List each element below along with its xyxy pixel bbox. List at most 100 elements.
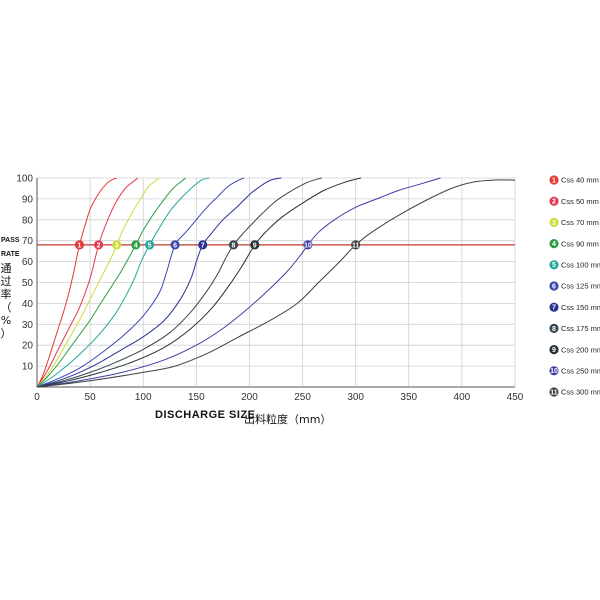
series-marker-5 <box>144 240 155 250</box>
series-lines <box>36 177 516 388</box>
series-line-6 <box>36 177 245 388</box>
y-axis-label-cn-char-5: ） <box>1 327 12 340</box>
series-marker-label-4: 4 <box>134 242 138 249</box>
legend-label-6: Css 125 mm <box>561 282 600 291</box>
x-tick-label-250: 250 <box>294 392 311 403</box>
legend-marker-label-3: 3 <box>552 220 556 227</box>
series-line-8 <box>36 177 322 388</box>
y-tick-label-70: 70 <box>22 236 34 247</box>
legend-marker-3 <box>549 217 559 227</box>
x-tick-label-300: 300 <box>347 392 364 403</box>
series-line-1 <box>36 177 117 388</box>
x-tick-label-100: 100 <box>135 392 152 403</box>
legend-label-4: Css 90 mm <box>561 239 599 248</box>
series-line-2 <box>36 177 139 388</box>
y-tick-label-50: 50 <box>22 278 34 289</box>
legend-marker-4 <box>549 239 559 249</box>
y-tick-label-10: 10 <box>22 362 34 373</box>
x-tick-label-450: 450 <box>507 392 524 403</box>
x-axis-label: DISCHARGE SIZE <box>155 409 256 421</box>
legend-label-3: Css 70 mm <box>561 218 599 227</box>
legend-label-2: Css 50 mm <box>561 197 599 206</box>
legend-marker-label-2: 2 <box>552 199 556 206</box>
x-tick-label-0: 0 <box>34 392 40 403</box>
legend-marker-label-1: 1 <box>552 177 556 184</box>
y-axis-label-cn-char-0: 通 <box>1 262 12 275</box>
axes <box>36 178 515 388</box>
series-line-9 <box>36 177 362 388</box>
series-marker-label-3: 3 <box>115 242 119 249</box>
series-marker-4 <box>131 240 141 250</box>
y-axis-label-cn-char-2: 率 <box>1 287 12 301</box>
legend-marker-10 <box>549 366 559 376</box>
y-tick-label-60: 60 <box>22 257 34 268</box>
tick-labels: 0 50 100 150 200 250 300 350 400 450 10 20 30 40 50 60 7… <box>16 174 523 404</box>
y-axis-label-cn-char-1: 过 <box>1 275 12 288</box>
legend-marker-label-7: 7 <box>552 305 556 312</box>
legend-marker-2 <box>549 196 559 206</box>
series-marker-label-5: 5 <box>148 242 152 249</box>
y-tick-label-40: 40 <box>22 299 34 310</box>
y-axis-label-cn-char-4: % <box>1 314 11 327</box>
legend-marker-7 <box>549 302 559 312</box>
series-marker-10 <box>303 240 313 250</box>
legend-marker-8 <box>549 323 559 333</box>
grid-lines <box>36 177 516 387</box>
y-tick-label-80: 80 <box>22 215 34 226</box>
legend-marker-label-9: 9 <box>552 347 556 354</box>
x-tick-label-400: 400 <box>454 392 471 403</box>
legend-marker-label-10: 10 <box>550 368 558 375</box>
series-line-3 <box>36 177 160 388</box>
series-marker-label-2: 2 <box>97 242 101 249</box>
legend-marker-label-6: 6 <box>552 283 556 290</box>
legend-marker-label-5: 5 <box>552 262 556 269</box>
legend-marker-11 <box>549 387 559 397</box>
series-line-11 <box>36 179 516 388</box>
series-marker-label-7: 7 <box>201 242 205 249</box>
series-marker-2 <box>94 240 104 250</box>
legend-marker-label-4: 4 <box>552 241 556 248</box>
legend-marker-9 <box>549 345 559 355</box>
y-axis-label-cn-char-3: （ <box>1 301 12 314</box>
legend-label-5: Css 100 mm <box>561 261 600 270</box>
legend-marker-1 <box>549 175 559 185</box>
x-tick-label-150: 150 <box>188 392 205 403</box>
series-marker-7 <box>198 240 208 250</box>
x-tick-label-50: 50 <box>85 392 97 403</box>
legend-marker-label-8: 8 <box>552 326 556 333</box>
y-axis-label-cn: 通过率（%） <box>1 262 12 340</box>
series-line-7 <box>36 177 282 388</box>
y-tick-label-30: 30 <box>22 320 34 331</box>
series-marker-9 <box>250 240 260 250</box>
series-marker-8 <box>228 240 239 250</box>
series-line-10 <box>36 177 441 388</box>
legend-marker-label-11: 11 <box>550 389 558 396</box>
x-tick-label-200: 200 <box>241 392 258 403</box>
legend-marker-6 <box>549 281 559 291</box>
y-tick-label-100: 100 <box>16 174 33 185</box>
y-tick-label-20: 20 <box>22 341 34 352</box>
legend-label-7: Css 150 mm <box>561 303 600 312</box>
series-marker-label-8: 8 <box>232 242 236 249</box>
x-tick-label-350: 350 <box>400 392 417 403</box>
series-marker-1 <box>74 240 85 250</box>
series-marker-label-11: 11 <box>352 242 360 249</box>
legend-label-11: Css 300 mm <box>561 388 600 397</box>
series-marker-label-9: 9 <box>253 242 257 249</box>
series-marker-label-1: 1 <box>78 242 82 249</box>
series-marker-3 <box>112 240 122 250</box>
y-axis-label-pass: PASS <box>1 237 20 244</box>
legend-label-9: Css 200 mm <box>561 345 600 354</box>
series-marker-label-10: 10 <box>304 242 312 249</box>
series-marker-11 <box>351 240 361 250</box>
legend: 1 Css 40 mm 2 Css 50 mm 3 Css 70 mm 4 Css 90 mm… <box>549 175 600 397</box>
x-axis-label-cn: 出料粒度（mm） <box>244 412 331 426</box>
series-marker-label-6: 6 <box>173 242 177 249</box>
legend-label-1: Css 40 mm <box>561 176 599 185</box>
legend-label-10: Css 250 mm <box>561 367 600 376</box>
legend-marker-5 <box>549 260 559 270</box>
series-line-5 <box>36 177 210 388</box>
legend-label-8: Css 175 mm <box>561 324 600 333</box>
series-markers: 1 2 3 4 5 6 7 8 9 10 11 <box>74 240 361 250</box>
